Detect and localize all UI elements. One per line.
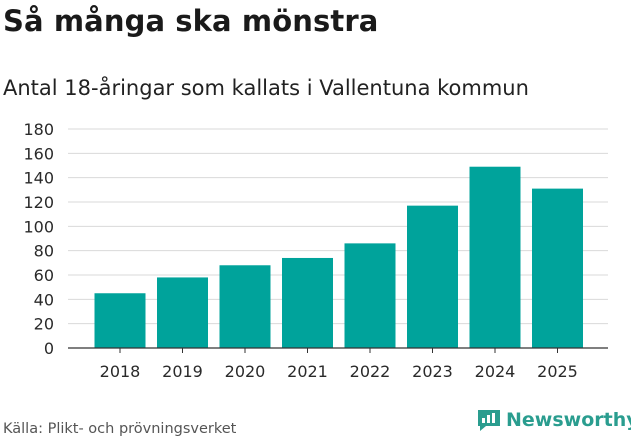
source-note: Källa: Plikt- och prövningsverket (3, 421, 237, 437)
x-tick-label: 2025 (537, 362, 578, 381)
x-axis-ticks: 2018 2019 2020 2021 2022 2023 2024 2025 (100, 348, 578, 381)
bars (94, 166, 583, 348)
bar-2019 (157, 277, 208, 348)
bar-2025 (532, 188, 583, 348)
y-tick-label: 120 (23, 193, 54, 212)
bar-2022 (344, 243, 396, 348)
y-tick-label: 20 (34, 315, 54, 334)
chart-title: Så många ska mönstra (3, 4, 379, 38)
y-tick-label: 160 (23, 144, 54, 163)
y-tick-label: 180 (23, 120, 54, 139)
y-tick-label: 80 (34, 242, 54, 261)
y-tick-label: 0 (44, 339, 54, 358)
newsworthy-logo[interactable]: Newsworthy (476, 408, 631, 432)
x-tick-label: 2020 (225, 362, 266, 381)
x-tick-label: 2021 (287, 362, 328, 381)
y-tick-label: 40 (34, 290, 54, 309)
x-tick-label: 2022 (350, 362, 391, 381)
bar-2024 (469, 166, 521, 348)
x-tick-label: 2019 (162, 362, 203, 381)
bar-2021 (282, 257, 333, 348)
y-tick-label: 60 (34, 266, 54, 285)
bar-chart: 0 20 40 60 80 100 120 140 160 180 2018 2019 2020 202… (23, 120, 608, 381)
x-tick-label: 2018 (100, 362, 141, 381)
x-tick-label: 2024 (475, 362, 516, 381)
bar-2018 (94, 293, 146, 348)
y-tick-label: 100 (23, 217, 54, 236)
brand-name: Newsworthy (506, 409, 631, 431)
x-tick-label: 2023 (412, 362, 453, 381)
y-axis-ticks: 0 20 40 60 80 100 120 140 160 180 (23, 120, 54, 358)
gridlines (68, 128, 608, 325)
bar-2023 (407, 205, 458, 348)
chart-subtitle: Antal 18-åringar som kallats i Vallentun… (3, 76, 529, 100)
newsworthy-icon (478, 410, 500, 431)
y-tick-label: 140 (23, 169, 54, 188)
bar-2020 (219, 265, 271, 348)
